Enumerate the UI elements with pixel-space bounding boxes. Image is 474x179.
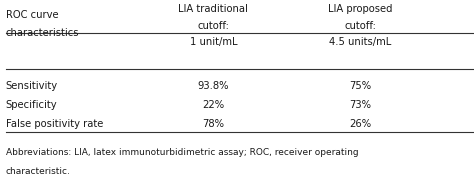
Text: 22%: 22% — [202, 100, 224, 110]
Text: Abbreviations: LIA, latex immunoturbidimetric assay; ROC, receiver operating: Abbreviations: LIA, latex immunoturbidim… — [6, 148, 358, 157]
Text: 26%: 26% — [349, 119, 371, 129]
Text: LIA traditional: LIA traditional — [178, 4, 248, 14]
Text: 4.5 units/mL: 4.5 units/mL — [329, 37, 392, 47]
Text: 73%: 73% — [349, 100, 371, 110]
Text: ROC curve: ROC curve — [6, 10, 58, 20]
Text: 1 unit/mL: 1 unit/mL — [190, 37, 237, 47]
Text: False positivity rate: False positivity rate — [6, 119, 103, 129]
Text: cutoff:: cutoff: — [197, 21, 229, 31]
Text: cutoff:: cutoff: — [344, 21, 376, 31]
Text: Specificity: Specificity — [6, 100, 57, 110]
Text: 93.8%: 93.8% — [198, 81, 229, 91]
Text: characteristic.: characteristic. — [6, 167, 71, 176]
Text: LIA proposed: LIA proposed — [328, 4, 392, 14]
Text: 75%: 75% — [349, 81, 371, 91]
Text: 78%: 78% — [202, 119, 224, 129]
Text: characteristics: characteristics — [6, 28, 79, 38]
Text: Sensitivity: Sensitivity — [6, 81, 58, 91]
